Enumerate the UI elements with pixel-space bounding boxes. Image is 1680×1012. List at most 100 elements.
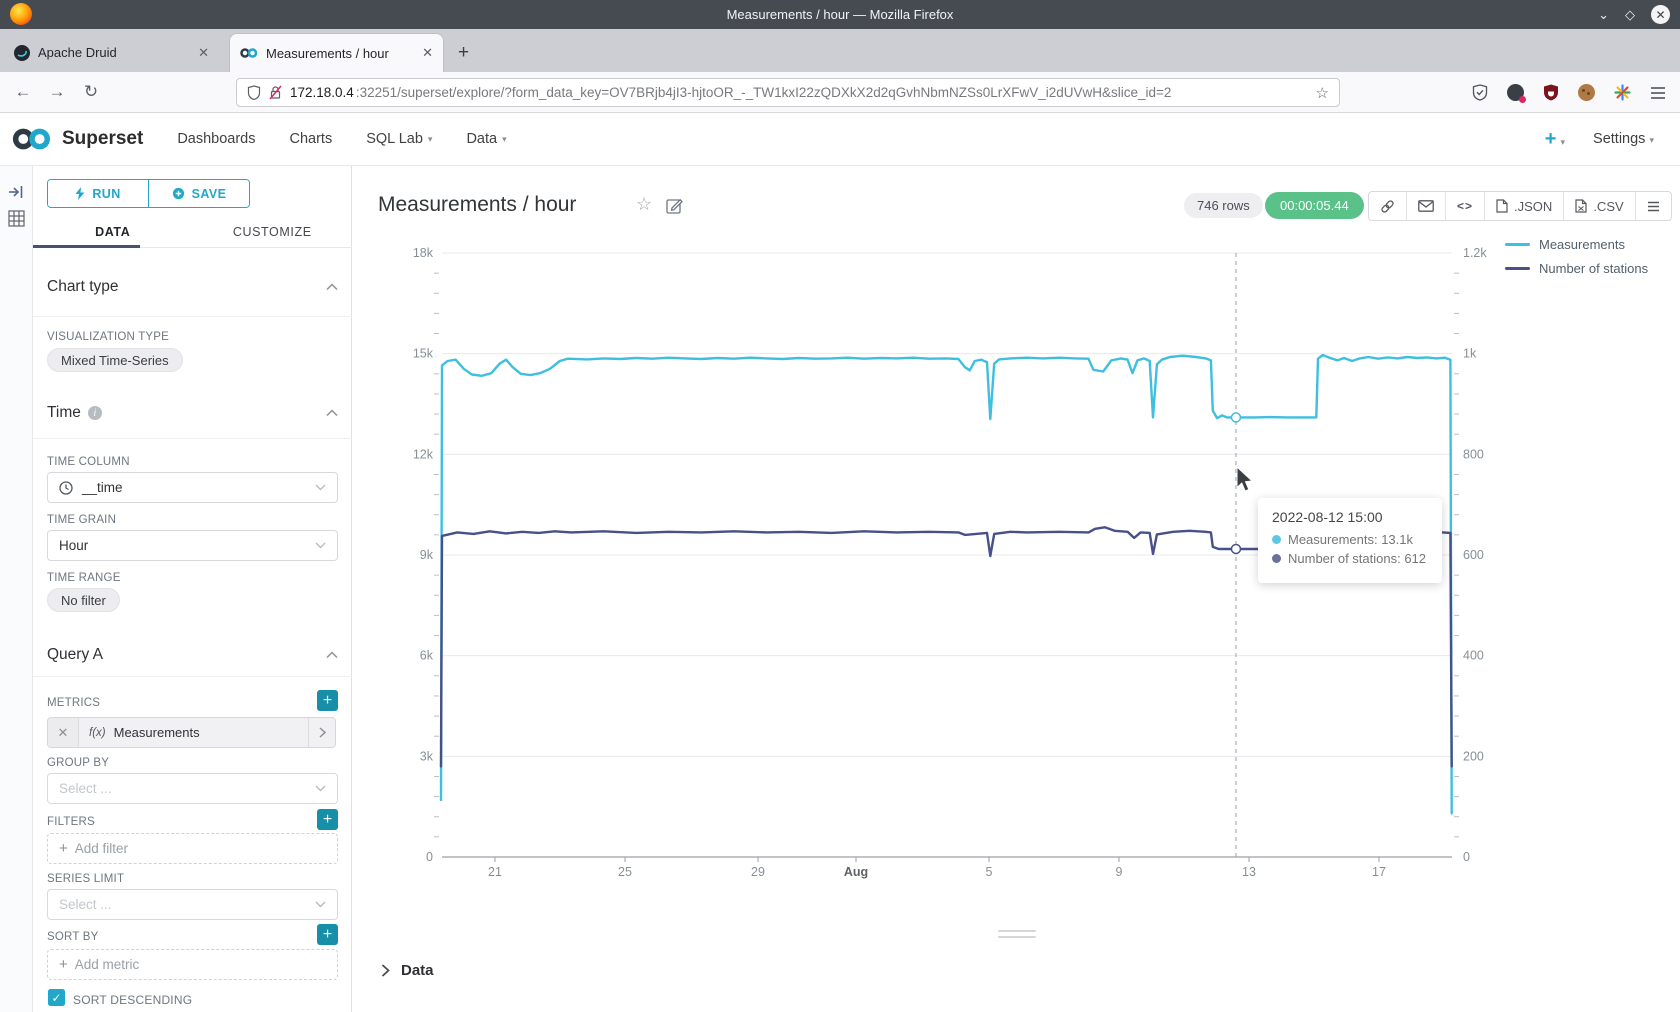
metric-chip[interactable]: ✕ f(x) Measurements — [47, 717, 336, 748]
data-panel-toggle[interactable]: Data — [381, 962, 434, 979]
time-grain-select[interactable]: Hour — [47, 530, 338, 561]
svg-text:9: 9 — [1116, 865, 1123, 879]
series-limit-select[interactable]: Select ... — [47, 889, 338, 920]
window-maximize-button[interactable]: ◇ — [1625, 6, 1635, 22]
legend-item-measurements[interactable]: Measurements — [1505, 237, 1648, 252]
explore-control-panel: RUN SAVE DATA CUSTOMIZE Chart type VISUA… — [33, 166, 352, 1012]
hamburger-icon — [1647, 201, 1659, 211]
browser-tab-superset[interactable]: Measurements / hour ✕ — [229, 33, 444, 72]
settings-menu[interactable]: Settings ▾ — [1593, 131, 1654, 147]
svg-text:400: 400 — [1463, 649, 1484, 663]
shield-check-extension-icon[interactable] — [1472, 84, 1488, 101]
svg-text:0: 0 — [426, 850, 433, 864]
tooltip-row: Measurements: 13.1k — [1272, 532, 1428, 547]
sort-by-label: SORT BY — [47, 931, 99, 943]
cookie-extension-icon[interactable] — [1578, 84, 1595, 101]
section-chart-type[interactable]: Chart type — [47, 278, 338, 296]
run-button[interactable]: RUN — [48, 180, 148, 207]
email-button[interactable] — [1406, 192, 1445, 220]
svg-text:15k: 15k — [413, 347, 434, 361]
insecure-lock-icon[interactable] — [269, 85, 282, 100]
tracking-shield-icon[interactable] — [247, 85, 261, 100]
menu-hamburger-icon[interactable] — [1650, 86, 1666, 100]
time-range-label: TIME RANGE — [47, 572, 121, 584]
nav-dashboards[interactable]: Dashboards — [177, 131, 256, 147]
series-limit-label: SERIES LIMIT — [47, 873, 125, 885]
tab-close-icon[interactable]: ✕ — [422, 45, 433, 60]
remove-metric-icon[interactable]: ✕ — [48, 718, 79, 747]
reload-button[interactable]: ↻ — [83, 82, 99, 101]
svg-text:29: 29 — [751, 865, 765, 879]
svg-text:600: 600 — [1463, 548, 1484, 562]
svg-text:1.2k: 1.2k — [1463, 246, 1487, 260]
bookmark-star-icon[interactable]: ☆ — [1315, 84, 1329, 102]
time-range-pill[interactable]: No filter — [47, 588, 120, 612]
back-button[interactable]: ← — [14, 82, 32, 101]
legend-item-stations[interactable]: Number of stations — [1505, 261, 1648, 276]
add-metric-button[interactable]: + — [317, 690, 338, 711]
embed-code-button[interactable]: <> — [1445, 192, 1484, 220]
section-query-a[interactable]: Query A — [47, 646, 338, 664]
tab-title: Apache Druid — [38, 45, 117, 60]
svg-text:18k: 18k — [413, 246, 434, 260]
tab-close-icon[interactable]: ✕ — [198, 44, 209, 60]
url-bar[interactable]: 172.18.0.4 :32251/superset/explore/?form… — [236, 78, 1340, 107]
chart-menu-button[interactable] — [1634, 192, 1671, 220]
chevron-up-icon[interactable] — [326, 283, 338, 291]
mouse-cursor-icon — [1236, 465, 1254, 492]
export-csv-button[interactable]: .CSV — [1563, 192, 1634, 220]
expand-panel-icon[interactable] — [8, 184, 24, 200]
tab-data[interactable]: DATA — [95, 225, 131, 239]
time-column-select[interactable]: __time — [47, 472, 338, 503]
section-time[interactable]: Time i — [47, 404, 338, 422]
save-button[interactable]: SAVE — [148, 180, 249, 207]
ublock-extension-icon[interactable] — [1543, 84, 1559, 101]
nav-data[interactable]: Data ▾ — [466, 131, 507, 147]
favorite-star-icon[interactable]: ☆ — [636, 194, 653, 214]
group-by-select[interactable]: Select ... — [47, 773, 338, 804]
forward-button[interactable]: → — [48, 82, 66, 101]
viz-type-pill[interactable]: Mixed Time-Series — [47, 348, 183, 372]
link-icon — [1381, 199, 1394, 213]
chevron-up-icon[interactable] — [326, 409, 338, 417]
dataset-grid-icon[interactable] — [8, 210, 25, 227]
svg-text:12k: 12k — [413, 447, 434, 461]
container-mask-extension-icon[interactable] — [1507, 84, 1526, 103]
file-icon — [1496, 199, 1508, 213]
browser-tab-druid[interactable]: Apache Druid ✕ — [4, 33, 219, 72]
add-sort-metric-dropzone[interactable]: + Add metric — [47, 949, 338, 980]
browser-toolbar: ← → ↻ 172.18.0.4 :32251/superset/explore… — [0, 72, 1680, 113]
svg-text:17: 17 — [1372, 865, 1386, 879]
resize-drag-handle[interactable] — [998, 930, 1036, 942]
window-close-button[interactable]: ✕ — [1651, 5, 1670, 24]
add-filter-button[interactable]: + — [317, 809, 338, 830]
nav-charts[interactable]: Charts — [289, 131, 333, 147]
svg-text:9k: 9k — [420, 548, 434, 562]
new-tab-button[interactable]: + — [458, 42, 470, 63]
series-dot-icon — [1272, 535, 1281, 544]
sort-descending-label: SORT DESCENDING — [73, 993, 193, 1007]
edit-title-icon[interactable] — [666, 197, 683, 214]
lightning-icon — [75, 187, 85, 200]
url-path: :32251/superset/explore/?form_data_key=O… — [355, 85, 1172, 100]
svg-text:800: 800 — [1463, 447, 1484, 461]
svg-text:Aug: Aug — [844, 865, 868, 879]
tab-customize[interactable]: CUSTOMIZE — [232, 225, 312, 239]
add-filter-dropzone[interactable]: + Add filter — [47, 833, 338, 864]
chevron-up-icon[interactable] — [326, 651, 338, 659]
colorful-asterisk-extension-icon[interactable] — [1614, 84, 1631, 101]
add-sort-metric-button[interactable]: + — [317, 924, 338, 945]
legend-swatch — [1505, 243, 1530, 246]
metric-expand-icon[interactable] — [308, 718, 335, 747]
copy-link-button[interactable] — [1369, 192, 1406, 220]
export-json-button[interactable]: .JSON — [1484, 192, 1563, 220]
fx-icon: f(x) — [89, 726, 106, 739]
firefox-icon — [10, 3, 32, 25]
collapsed-datasource-strip — [0, 166, 33, 1012]
new-item-button[interactable]: + ▾ — [1544, 127, 1566, 150]
sort-descending-checkbox[interactable]: ✓ — [48, 989, 65, 1006]
nav-sql-lab[interactable]: SQL Lab ▾ — [366, 131, 433, 147]
superset-brand[interactable]: Superset — [62, 128, 144, 149]
window-minimize-button[interactable]: ⌄ — [1598, 6, 1609, 22]
